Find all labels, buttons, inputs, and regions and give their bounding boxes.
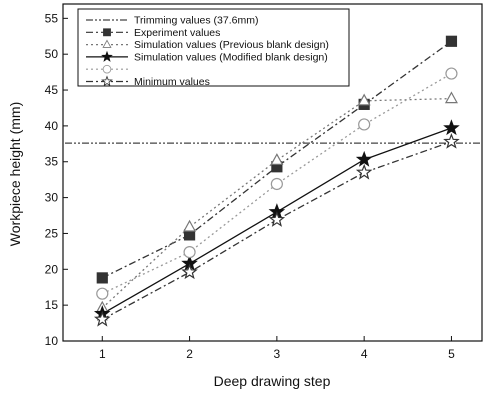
x-tick-label: 1 bbox=[99, 347, 106, 361]
legend-marker-2 bbox=[102, 39, 112, 48]
y-tick-label: 45 bbox=[45, 83, 59, 97]
y-axis-ticks: 10 15 20 25 30 35 40 45 50 55 bbox=[45, 11, 68, 348]
x-tick-label: 3 bbox=[274, 347, 281, 361]
data-point-5-0 bbox=[93, 310, 111, 327]
data-point-5-1 bbox=[181, 263, 198, 280]
data-point-2-2 bbox=[270, 153, 284, 165]
plot-frame bbox=[62, 3, 483, 342]
series-line-4 bbox=[102, 73, 452, 295]
series-markers bbox=[93, 35, 460, 327]
data-point-1-4 bbox=[445, 35, 458, 47]
y-tick-label: 50 bbox=[45, 47, 59, 61]
data-point-2-3 bbox=[357, 93, 371, 106]
data-point-5-3 bbox=[355, 163, 373, 180]
data-point-4-4 bbox=[445, 67, 458, 80]
y-tick-label: 30 bbox=[45, 191, 59, 205]
y-tick-label: 25 bbox=[45, 226, 59, 240]
y-tick-label: 40 bbox=[45, 119, 59, 133]
data-point-4-2 bbox=[270, 177, 283, 191]
legend-marker-1 bbox=[103, 28, 111, 37]
legend-marker-5 bbox=[101, 75, 113, 87]
data-point-5-2 bbox=[268, 211, 286, 227]
x-tick-label: 4 bbox=[361, 347, 368, 361]
y-tick-label: 15 bbox=[45, 298, 59, 312]
series-line-1 bbox=[102, 40, 452, 279]
legend: Trimming values (37.6mm)Experiment value… bbox=[77, 8, 350, 88]
y-tick-label: 20 bbox=[45, 262, 59, 276]
legend-label-0: Trimming values (37.6mm) bbox=[134, 15, 258, 27]
data-point-2-1 bbox=[183, 219, 197, 232]
y-tick-label: 10 bbox=[45, 334, 59, 348]
legend-label-2: Simulation values (Previous blank design… bbox=[134, 39, 329, 51]
legend-box bbox=[77, 8, 350, 87]
x-axis-title: Deep drawing step bbox=[214, 373, 331, 389]
y-axis-title: Workpiece height (mm) bbox=[7, 102, 23, 246]
x-axis-ticks: 1 2 3 4 5 bbox=[99, 336, 455, 361]
data-point-3-3 bbox=[355, 150, 373, 167]
legend-marker-4 bbox=[102, 64, 112, 74]
y-tick-label: 35 bbox=[45, 155, 59, 169]
x-tick-label: 5 bbox=[448, 347, 455, 361]
legend-label-1: Experiment values bbox=[134, 27, 220, 39]
data-point-4-1 bbox=[183, 245, 196, 259]
legend-marker-3 bbox=[101, 50, 113, 62]
y-tick-label: 55 bbox=[45, 11, 59, 25]
data-point-2-4 bbox=[444, 91, 458, 104]
data-point-4-0 bbox=[96, 287, 109, 300]
x-tick-label: 2 bbox=[186, 347, 193, 361]
data-point-4-3 bbox=[358, 118, 371, 131]
data-point-5-4 bbox=[443, 133, 460, 149]
legend-label-5: Minimum values bbox=[134, 76, 210, 88]
data-point-3-4 bbox=[443, 119, 460, 136]
data-point-1-0 bbox=[96, 272, 108, 284]
series-line-2 bbox=[101, 97, 452, 309]
legend-label-3: Simulation values (Modified blank design… bbox=[134, 51, 328, 63]
